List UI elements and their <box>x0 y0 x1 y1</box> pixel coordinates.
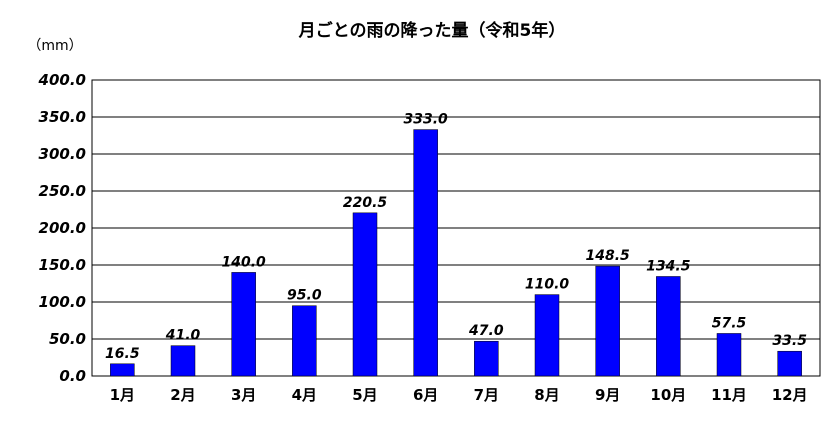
data-label: 134.5 <box>646 258 691 274</box>
x-tick-label: 5月 <box>352 386 377 404</box>
y-tick-label: 100.0 <box>39 293 86 311</box>
y-tick-label: 0.0 <box>59 367 86 385</box>
y-tick-label: 200.0 <box>39 219 86 237</box>
data-label: 16.5 <box>105 346 140 362</box>
x-tick-label: 11月 <box>711 386 747 404</box>
bar <box>170 345 196 377</box>
chart-title: 月ごとの雨の降った量（令和5年） <box>298 20 566 41</box>
x-tick-label: 2月 <box>170 386 195 404</box>
data-label: 220.5 <box>343 195 388 211</box>
data-label: 95.0 <box>287 288 322 304</box>
x-tick-label: 7月 <box>474 386 499 404</box>
bars <box>110 129 802 377</box>
bar <box>777 350 802 377</box>
y-tick-label: 250.0 <box>39 182 86 200</box>
bar <box>292 305 317 377</box>
x-tick-label: 8月 <box>534 386 559 404</box>
bar <box>716 333 742 377</box>
y-tick-label: 150.0 <box>39 256 86 274</box>
y-axis-unit-label: （mm） <box>27 38 82 54</box>
y-tick-label: 300.0 <box>39 145 86 163</box>
y-tick-label: 350.0 <box>39 108 86 126</box>
y-tick-label: 50.0 <box>49 330 86 348</box>
x-tick-label: 4月 <box>292 386 317 404</box>
x-axis-ticks: 1月 2月 3月 4月 5月 6月 7月 8月 9月 10月 11月 12月 <box>110 386 808 404</box>
data-label: 333.0 <box>404 112 449 128</box>
data-labels: 16.5 41.0 140.0 95.0 220.5 333.0 47.0 110.0 148.… <box>105 112 807 362</box>
y-tick-label: 400.0 <box>38 71 86 89</box>
x-tick-label: 1月 <box>110 386 135 404</box>
bar <box>656 276 681 377</box>
data-label: 47.0 <box>468 323 504 339</box>
data-label: 140.0 <box>222 254 267 270</box>
bar <box>413 129 438 377</box>
x-tick-label: 9月 <box>595 386 620 404</box>
x-tick-label: 10月 <box>650 386 686 404</box>
x-tick-label: 3月 <box>231 386 256 404</box>
bar <box>595 265 620 377</box>
data-label: 110.0 <box>525 277 570 293</box>
data-label: 33.5 <box>772 333 807 349</box>
data-label: 41.0 <box>165 328 201 344</box>
bar <box>352 212 378 377</box>
data-label: 57.5 <box>712 315 747 331</box>
bar <box>474 340 499 377</box>
bar <box>110 363 135 377</box>
x-tick-label: 6月 <box>413 386 438 404</box>
bar <box>231 272 256 377</box>
y-axis-ticks: 0.0 50.0 100.0 150.0 200.0 250.0 300.0 350.0 400… <box>38 71 86 385</box>
gridlines <box>92 116 820 340</box>
x-tick-label: 12月 <box>772 386 808 404</box>
bar <box>534 294 560 377</box>
data-label: 148.5 <box>586 248 631 264</box>
